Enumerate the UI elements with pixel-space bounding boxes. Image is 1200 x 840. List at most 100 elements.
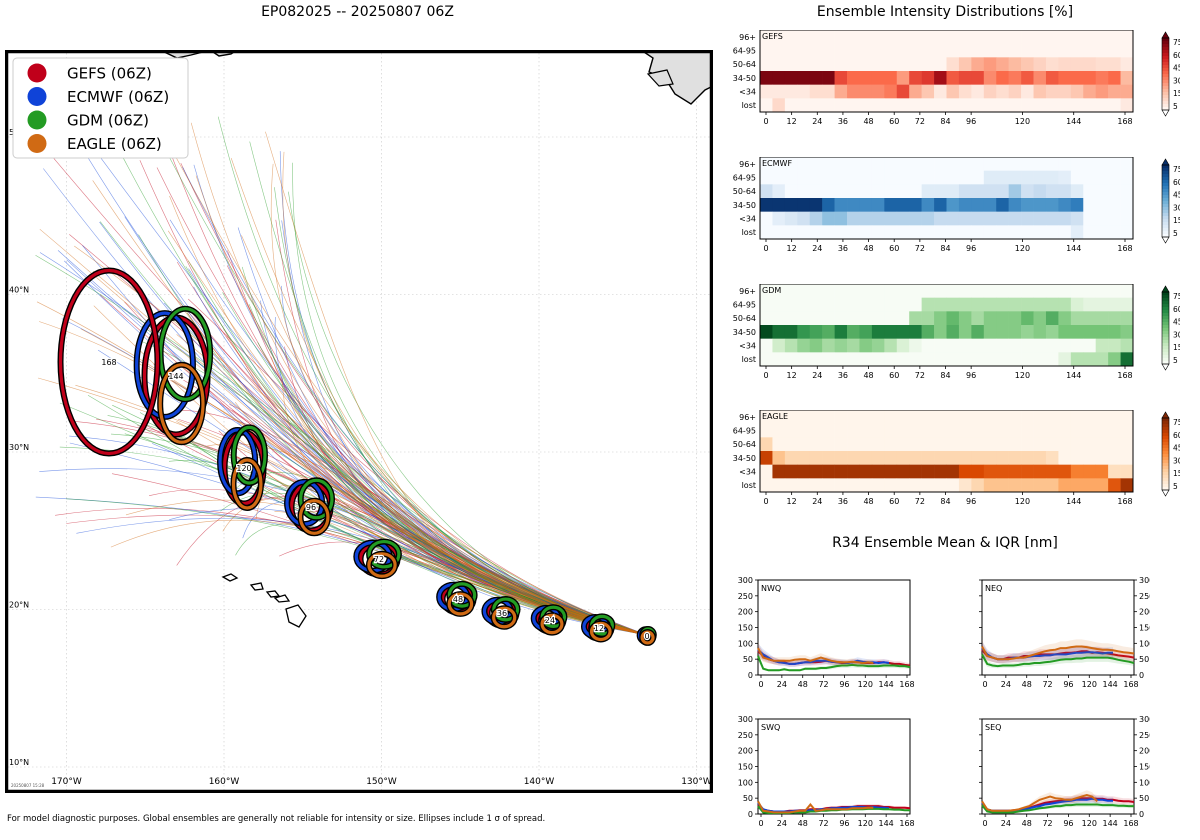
colorbar-tick-label: 45 xyxy=(1173,444,1180,453)
colorbar-extend xyxy=(1161,158,1170,166)
heat-cell xyxy=(896,43,910,58)
heat-cell xyxy=(784,43,798,58)
heat-cell xyxy=(996,98,1009,113)
heat-cell xyxy=(1058,311,1072,326)
heat-cell xyxy=(946,437,960,452)
heat-cell xyxy=(822,57,835,72)
heat-cell xyxy=(1058,43,1072,58)
colorbar-tick-label: 15 xyxy=(1173,343,1180,352)
heat-cell xyxy=(784,297,798,312)
heat-cell xyxy=(809,311,823,326)
x-tick-label: 60 xyxy=(889,117,899,126)
heat-cell xyxy=(809,437,823,452)
heat-cell xyxy=(983,198,997,212)
heat-cell xyxy=(1021,57,1034,72)
heat-cell xyxy=(934,71,947,85)
r34-panel-name: NWQ xyxy=(761,584,781,593)
heat-cell xyxy=(934,284,947,298)
row-label: 34-50 xyxy=(733,74,756,83)
heat-cell xyxy=(859,184,873,199)
heat-cell xyxy=(1021,84,1034,99)
x-tick-label: 24 xyxy=(777,819,787,828)
heat-cell xyxy=(1045,211,1059,226)
y-tick-label: 200 xyxy=(738,608,753,617)
heat-cell xyxy=(859,198,873,212)
heat-cell xyxy=(896,211,910,226)
heat-cell xyxy=(934,311,947,326)
heat-cell xyxy=(859,71,873,85)
y-tick-label: 300 xyxy=(1139,576,1150,585)
colorbar-swatch xyxy=(1162,92,1169,96)
x-tick-label: 72 xyxy=(915,117,925,126)
x-tick-label: 144 xyxy=(1103,680,1118,689)
heat-cell xyxy=(1045,325,1059,339)
heat-cell xyxy=(1120,478,1134,493)
colorbar-swatch xyxy=(1162,174,1169,178)
legend-label: EAGLE (06Z) xyxy=(67,135,162,153)
heat-cell xyxy=(996,84,1009,99)
heat-cell xyxy=(934,211,947,226)
heat-cell xyxy=(1058,170,1072,185)
heat-cell xyxy=(1070,464,1084,479)
x-tick-label: 24 xyxy=(1001,680,1011,689)
heat-cell xyxy=(772,284,786,298)
x-tick-label: 144 xyxy=(1103,819,1118,828)
heat-cell xyxy=(1095,311,1109,326)
heat-cell xyxy=(884,43,898,58)
y-tick-label: 100 xyxy=(738,639,753,648)
heat-cell xyxy=(1108,325,1121,339)
x-tick-label: 24 xyxy=(812,117,822,126)
row-label: lost xyxy=(742,481,756,490)
heat-cell xyxy=(797,30,811,44)
heat-cell xyxy=(760,478,773,493)
heat-cell xyxy=(909,71,922,85)
heat-cell xyxy=(797,43,811,58)
heat-cell xyxy=(946,423,960,438)
heat-cell xyxy=(797,410,811,424)
heat-cell xyxy=(847,325,860,339)
r34-mean-line xyxy=(981,645,1135,661)
colorbar-swatch xyxy=(1162,313,1169,317)
y-tick-label: 50 xyxy=(743,655,753,664)
row-label: 96+ xyxy=(739,413,756,422)
heat-cell xyxy=(958,225,972,240)
heat-cell xyxy=(958,30,972,44)
colorbar: 75 60 45 30 15 5 xyxy=(1161,158,1180,244)
colorbar-swatch xyxy=(1162,304,1169,308)
heat-cell xyxy=(909,297,922,312)
heat-cell xyxy=(909,98,922,113)
heat-cell xyxy=(1058,352,1072,367)
x-tick-label: 48 xyxy=(1022,819,1032,828)
heat-cell xyxy=(809,84,823,99)
heat-cell xyxy=(822,71,835,85)
heat-cell xyxy=(1108,43,1121,58)
heat-cell xyxy=(1058,84,1072,99)
heat-cell xyxy=(859,30,873,44)
heat-cell xyxy=(971,170,985,185)
colorbar-swatch xyxy=(1162,466,1169,470)
heat-cell xyxy=(847,71,860,85)
heat-cell xyxy=(1083,157,1096,171)
heat-cell xyxy=(1108,30,1121,44)
heat-cell xyxy=(1033,57,1047,72)
heat-cell xyxy=(809,225,823,240)
heat-cell xyxy=(946,297,960,312)
colorbar-swatch xyxy=(1162,210,1169,214)
heat-cell xyxy=(921,284,935,298)
heat-cell xyxy=(884,284,898,298)
heat-cell xyxy=(871,297,885,312)
colorbar-tick-label: 75 xyxy=(1173,418,1180,427)
heat-cell xyxy=(822,478,835,493)
heat-cell xyxy=(772,478,786,493)
heat-cell xyxy=(921,43,935,58)
heat-cell xyxy=(784,437,798,452)
heat-cell xyxy=(1083,57,1096,72)
heat-cell xyxy=(1108,464,1121,479)
heat-cell xyxy=(834,437,848,452)
heat-cell xyxy=(996,30,1009,44)
x-tick-label: 144 xyxy=(879,819,894,828)
heat-cell xyxy=(822,198,835,212)
heat-cell xyxy=(971,478,985,493)
y-tick-label: 200 xyxy=(1139,608,1150,617)
heat-cell xyxy=(784,451,798,465)
